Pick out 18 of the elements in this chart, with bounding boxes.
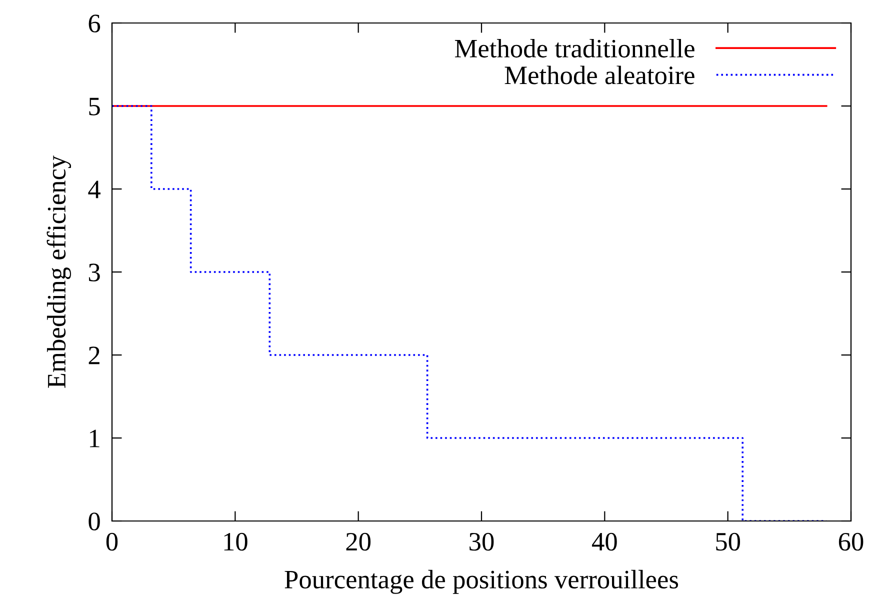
y-tick-label: 4 [88, 180, 100, 198]
legend-label: Methode traditionnelle [454, 38, 694, 58]
x-tick-label: 20 [346, 532, 371, 551]
y-axis-title: Embedding efficiency [46, 155, 72, 388]
x-tick-label: 50 [716, 532, 740, 551]
x-tick-label: 40 [592, 532, 617, 551]
y-tick-label: 1 [90, 430, 100, 448]
x-tick-label: 10 [224, 532, 248, 551]
x-tick-label: 0 [106, 532, 118, 551]
x-axis-title: Pourcentage de positions verrouillees [284, 570, 678, 594]
x-tick-label: 30 [470, 532, 494, 551]
y-tick-label: 0 [88, 512, 100, 530]
legend-label: Methode aleatoire [504, 66, 694, 84]
y-tick-label: 5 [89, 98, 100, 116]
y-tick-label: 6 [88, 14, 100, 32]
x-tick-label: 60 [838, 532, 864, 551]
y-tick-label: 3 [88, 264, 100, 282]
y-tick-label: 2 [88, 346, 100, 364]
